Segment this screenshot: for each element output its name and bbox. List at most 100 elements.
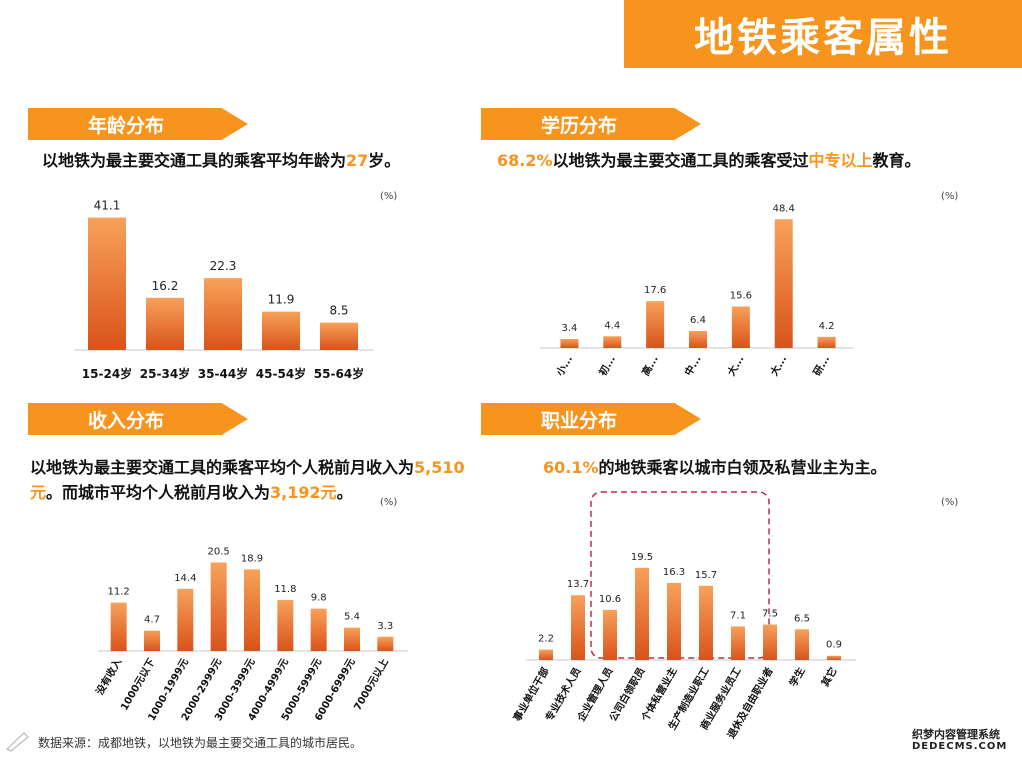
edu-category-label: 中... xyxy=(682,353,704,378)
income-bar xyxy=(310,608,327,651)
job-data-label: 16.3 xyxy=(663,567,685,578)
education-headline-percent: 68.2% xyxy=(497,151,553,170)
job-data-label: 10.6 xyxy=(599,594,621,605)
job-bar xyxy=(539,649,553,660)
age-bar xyxy=(262,311,300,350)
job-bar xyxy=(667,582,681,660)
edu-category-label: 大... xyxy=(724,353,746,378)
pencil-icon xyxy=(5,732,29,752)
edu-bar xyxy=(646,301,665,348)
education-headline-suffix: 教育。 xyxy=(872,151,921,170)
edu-category-label: 大... xyxy=(767,353,789,378)
job-category-label: 其它 xyxy=(818,665,839,689)
section-label-income: 收入分布 xyxy=(28,403,248,435)
job-data-label: 15.7 xyxy=(695,570,717,581)
occupation-headline: 60.1%的地铁乘客以城市白领及私营业主为主。 xyxy=(543,455,887,480)
job-data-label: 7.5 xyxy=(762,609,778,620)
age-data-label: 16.2 xyxy=(152,279,179,293)
income-data-label: 11.2 xyxy=(108,587,130,598)
age-category-label: 45-54岁 xyxy=(256,366,306,381)
age-category-label: 15-24岁 xyxy=(82,366,132,381)
occupation-unit-label: (%) xyxy=(941,497,959,508)
income-unit-label: (%) xyxy=(380,497,398,508)
age-headline-text: 以地铁为最主要交通工具的乘客平均年龄为 xyxy=(42,151,347,170)
income-headline-text: 以地铁为最主要交通工具的乘客平均个人税前月收入为 xyxy=(30,458,415,477)
job-bar xyxy=(731,626,745,660)
edu-category-label: 研... xyxy=(811,354,832,379)
job-category-label: 学生 xyxy=(786,665,807,689)
edu-data-label: 3.4 xyxy=(561,323,577,334)
job-bar xyxy=(827,655,841,660)
section-label-education: 学历分布 xyxy=(481,108,701,140)
income-headline-middle: 。而城市平均个人税前月收入为 xyxy=(46,483,271,502)
edu-data-label: 48.4 xyxy=(773,203,795,214)
occupation-headline-text: 的地铁乘客以城市白领及私营业主为主。 xyxy=(598,458,887,477)
age-category-label: 55-64岁 xyxy=(314,366,364,381)
education-unit-label: (%) xyxy=(941,191,959,202)
job-data-label: 13.7 xyxy=(567,579,589,590)
section-label-occupation: 职业分布 xyxy=(481,403,701,435)
income-data-label: 18.9 xyxy=(241,553,263,564)
age-bar xyxy=(88,217,126,350)
page-title-banner: 地铁乘客属性 xyxy=(624,0,1022,68)
edu-data-label: 4.4 xyxy=(604,320,620,331)
watermark-domain: DEDECMS.COM xyxy=(912,741,1008,752)
age-headline: 以地铁为最主要交通工具的乘客平均年龄为27岁。 xyxy=(42,148,400,173)
income-data-label: 5.4 xyxy=(344,612,360,623)
job-bar xyxy=(699,585,713,660)
edu-category-label: 高... xyxy=(639,353,661,378)
job-data-label: 2.2 xyxy=(538,634,554,645)
age-bar xyxy=(204,278,242,350)
edu-data-label: 15.6 xyxy=(730,291,752,302)
income-data-label: 9.8 xyxy=(311,593,327,604)
income-category-label: 1000元以下 xyxy=(118,657,157,713)
income-headline-highlight-1: 5,510元 xyxy=(30,458,465,502)
age-data-label: 22.3 xyxy=(210,259,237,273)
income-bar xyxy=(144,630,160,651)
job-bar xyxy=(795,629,809,660)
income-data-label: 14.4 xyxy=(174,573,196,584)
section-label-age: 年龄分布 xyxy=(28,108,248,140)
income-data-label: 20.5 xyxy=(208,546,230,557)
income-bar xyxy=(344,627,360,651)
edu-bar xyxy=(603,336,622,348)
job-bar xyxy=(635,567,649,660)
edu-data-label: 17.6 xyxy=(644,285,666,296)
income-data-label: 4.7 xyxy=(144,615,160,626)
edu-category-label: 小... xyxy=(553,353,575,379)
income-category-label: 没有收入 xyxy=(93,656,124,697)
income-category-label: 7000元以上 xyxy=(351,656,391,713)
edu-bar xyxy=(560,338,579,348)
age-headline-highlight: 27 xyxy=(346,151,369,170)
age-bar xyxy=(146,297,184,350)
education-headline-highlight: 中专以上 xyxy=(808,151,873,170)
job-bar xyxy=(571,595,585,660)
job-bar xyxy=(603,609,617,660)
income-data-label: 11.8 xyxy=(274,584,296,595)
page-title: 地铁乘客属性 xyxy=(694,15,952,61)
education-headline: 68.2%以地铁为最主要交通工具的乘客受过中专以上教育。 xyxy=(497,148,921,173)
edu-data-label: 6.4 xyxy=(690,315,706,326)
job-data-label: 6.5 xyxy=(794,613,810,624)
income-headline-highlight-2: 3,192元 xyxy=(270,483,337,502)
income-bar xyxy=(177,588,194,651)
income-headline-suffix: 。 xyxy=(336,483,353,502)
income-bar xyxy=(210,562,227,651)
income-bar xyxy=(377,636,394,651)
income-bar xyxy=(277,600,294,651)
age-data-label: 8.5 xyxy=(329,304,348,318)
income-bar xyxy=(110,602,127,651)
job-bar xyxy=(763,624,777,660)
edu-bar xyxy=(774,219,793,348)
edu-bar xyxy=(689,330,707,348)
age-data-label: 11.9 xyxy=(268,293,295,307)
job-data-label: 7.1 xyxy=(730,610,746,621)
age-category-label: 35-44岁 xyxy=(198,366,248,381)
age-unit-label: (%) xyxy=(380,191,398,202)
edu-bar xyxy=(731,306,750,348)
data-source-footer: 数据来源：成都地铁，以地铁为最主要交通工具的城市居民。 xyxy=(38,736,363,750)
edu-category-label: 初... xyxy=(596,353,618,378)
edu-bar xyxy=(817,336,836,348)
income-headline: 以地铁为最主要交通工具的乘客平均个人税前月收入为5,510元。而城市平均个人税前… xyxy=(30,455,470,505)
